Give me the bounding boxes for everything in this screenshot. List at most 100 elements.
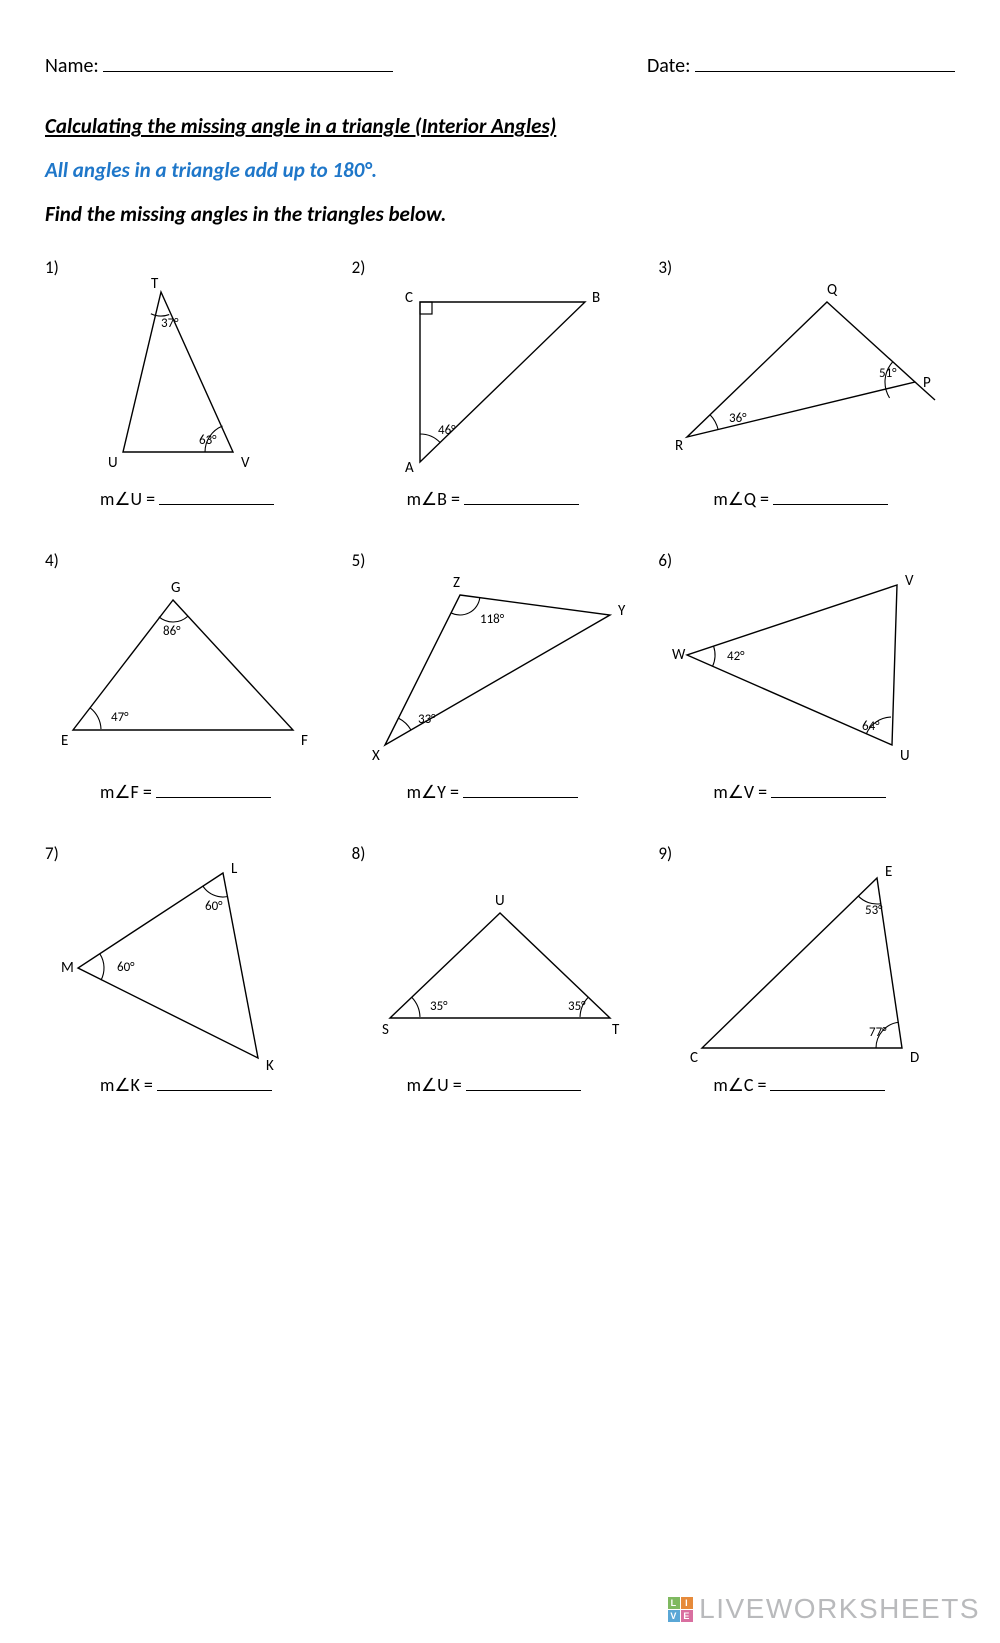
answer-blank[interactable]	[466, 1073, 581, 1091]
date-field[interactable]: Date:	[647, 50, 955, 78]
svg-text:E: E	[61, 732, 68, 750]
answer-blank[interactable]	[771, 780, 886, 798]
svg-text:86°: 86°	[163, 624, 181, 639]
problem-grid: 1)37°63°TUVm∠U =2)46°CBAm∠B =3)51°36°QPR…	[45, 257, 955, 1096]
problem-number: 1)	[45, 257, 59, 278]
answer-label: m∠K =	[100, 1074, 153, 1096]
svg-text:K: K	[266, 1057, 274, 1073]
answer-label: m∠C =	[713, 1074, 766, 1096]
svg-text:Q: Q	[827, 281, 838, 299]
header-row: Name: Date:	[45, 50, 955, 78]
answer-label: m∠Y =	[407, 781, 459, 803]
answer-blank[interactable]	[156, 780, 271, 798]
date-label: Date:	[647, 54, 691, 78]
triangle-figure: 42° 64° V W U	[658, 550, 955, 780]
watermark-text: LIVEWORKSHEETS	[699, 1593, 980, 1625]
answer-blank[interactable]	[464, 487, 579, 505]
date-blank[interactable]	[695, 50, 955, 72]
name-field[interactable]: Name:	[45, 50, 393, 78]
svg-text:G: G	[171, 579, 180, 597]
svg-text:33°: 33°	[418, 712, 436, 727]
svg-text:V: V	[905, 572, 914, 590]
answer-label: m∠U =	[100, 488, 155, 510]
answer-row: m∠U =	[352, 1073, 649, 1096]
triangle-figure: 35°35°UST	[352, 843, 649, 1073]
svg-text:B: B	[592, 289, 600, 307]
liveworksheets-watermark: LIVE LIVEWORKSHEETS	[668, 1593, 980, 1625]
svg-text:T: T	[151, 275, 159, 293]
name-blank[interactable]	[103, 50, 393, 72]
svg-text:118°: 118°	[480, 612, 505, 627]
triangle-figure: 53°77°ECD	[658, 843, 955, 1073]
answer-row: m∠U =	[45, 487, 342, 510]
worksheet-title: Calculating the missing angle in a trian…	[45, 113, 955, 139]
answer-blank[interactable]	[773, 487, 888, 505]
answer-row: m∠F =	[45, 780, 342, 803]
instruction-text: Find the missing angles in the triangles…	[45, 201, 955, 227]
svg-text:F: F	[301, 732, 308, 750]
svg-text:R: R	[675, 437, 683, 455]
svg-text:60°: 60°	[117, 960, 135, 975]
problem-cell: 6) 42° 64° V W Um∠V =	[658, 550, 955, 803]
problem-number: 5)	[352, 550, 366, 571]
svg-text:46°: 46°	[438, 423, 456, 438]
answer-blank[interactable]	[159, 487, 274, 505]
problem-number: 4)	[45, 550, 59, 571]
problem-cell: 4) 86° 47° G E Fm∠F =	[45, 550, 342, 803]
svg-text:77°: 77°	[869, 1025, 887, 1040]
answer-blank[interactable]	[157, 1073, 272, 1091]
svg-text:51°: 51°	[879, 366, 897, 381]
triangle-figure: 86° 47° G E F	[45, 550, 342, 780]
answer-label: m∠U =	[407, 1074, 462, 1096]
svg-text:X: X	[372, 747, 380, 765]
triangle-figure: 37°63°TUV	[45, 257, 342, 487]
problem-cell: 8)35°35°USTm∠U =	[352, 843, 649, 1096]
svg-text:V: V	[241, 454, 250, 472]
svg-text:60°: 60°	[205, 899, 223, 914]
answer-label: m∠V =	[713, 781, 767, 803]
svg-text:36°: 36°	[729, 411, 747, 426]
problem-number: 6)	[658, 550, 672, 571]
svg-text:47°: 47°	[111, 710, 129, 725]
problem-cell: 3)51°36°QPRm∠Q =	[658, 257, 955, 510]
svg-text:U: U	[900, 747, 910, 765]
svg-text:U: U	[495, 892, 505, 910]
problem-cell: 7) 60° 60° L M Km∠K =	[45, 843, 342, 1096]
answer-row: m∠V =	[658, 780, 955, 803]
svg-text:Z: Z	[453, 574, 460, 592]
svg-text:64°: 64°	[862, 719, 880, 734]
answer-row: m∠C =	[658, 1073, 955, 1096]
triangle-figure: 60° 60° L M K	[45, 843, 342, 1073]
problem-cell: 5) 118° 33° Z Y Xm∠Y =	[352, 550, 649, 803]
answer-label: m∠F =	[100, 781, 152, 803]
svg-text:L: L	[231, 860, 238, 878]
svg-text:A: A	[405, 459, 414, 477]
svg-text:35°: 35°	[430, 999, 448, 1014]
svg-text:U: U	[108, 454, 118, 472]
answer-blank[interactable]	[770, 1073, 885, 1091]
svg-text:37°: 37°	[161, 316, 179, 331]
svg-text:42°: 42°	[727, 649, 745, 664]
triangle-figure: 118° 33° Z Y X	[352, 550, 649, 780]
svg-text:35°: 35°	[568, 999, 586, 1014]
svg-text:Y: Y	[618, 602, 626, 620]
answer-row: m∠K =	[45, 1073, 342, 1096]
svg-text:D: D	[910, 1049, 919, 1067]
answer-row: m∠Y =	[352, 780, 649, 803]
svg-text:W: W	[672, 646, 686, 664]
svg-text:P: P	[923, 374, 931, 392]
answer-label: m∠Q =	[713, 488, 769, 510]
answer-blank[interactable]	[463, 780, 578, 798]
answer-label: m∠B =	[407, 488, 460, 510]
watermark-badge: LIVE	[668, 1597, 693, 1622]
answer-row: m∠Q =	[658, 487, 955, 510]
problem-number: 7)	[45, 843, 59, 864]
problem-number: 9)	[658, 843, 672, 864]
problem-cell: 1)37°63°TUVm∠U =	[45, 257, 342, 510]
svg-text:53°: 53°	[865, 903, 883, 918]
problem-cell: 9)53°77°ECDm∠C =	[658, 843, 955, 1096]
triangle-figure: 46°CBA	[352, 257, 649, 487]
triangle-figure: 51° 36° Q P R	[658, 257, 955, 487]
svg-text:M: M	[61, 959, 74, 977]
problem-cell: 2)46°CBAm∠B =	[352, 257, 649, 510]
